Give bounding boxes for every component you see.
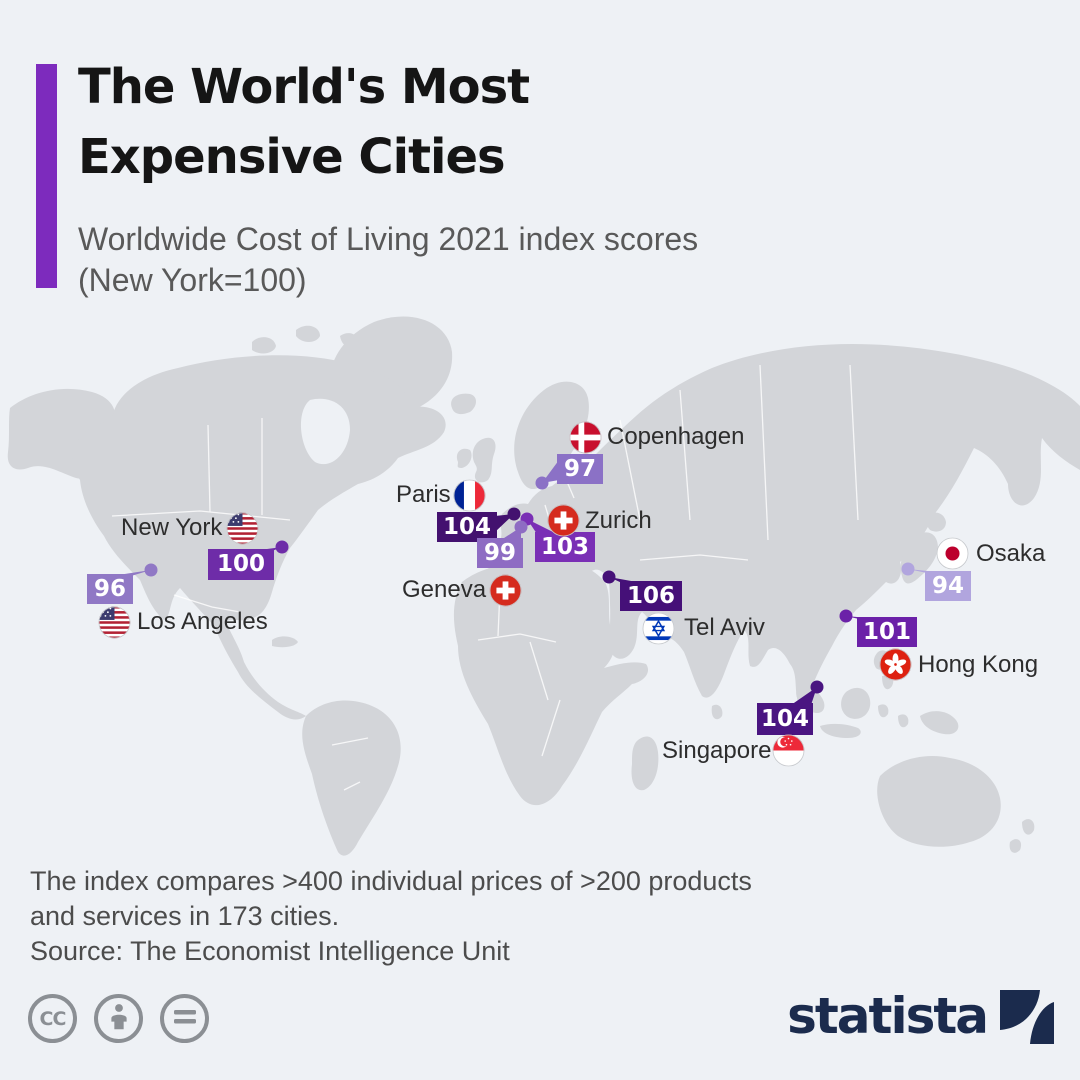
- city-dot-copenhagen: [535, 476, 549, 490]
- city-dot-hong-kong: [839, 609, 853, 623]
- city-label-tel-aviv: Tel Aviv: [684, 614, 765, 641]
- score-badge-new-york: 100: [208, 549, 274, 580]
- title-line-1: The World's Most: [78, 59, 530, 115]
- score-badge-hong-kong: 101: [857, 617, 917, 647]
- us-flag-icon: [226, 512, 259, 545]
- subtitle-line-1: Worldwide Cost of Living 2021 index scor…: [78, 221, 699, 257]
- accent-bar: [36, 64, 57, 288]
- fr-flag-icon: [453, 479, 486, 512]
- city-label-geneva: Geneva: [402, 576, 487, 603]
- score-badge-paris: 104: [437, 512, 497, 542]
- score-badge-osaka: 94: [925, 571, 971, 601]
- attribution-icon-glyph: [108, 1003, 130, 1035]
- statista-wordmark: statista: [787, 987, 989, 1045]
- landmass-africa: [453, 562, 649, 806]
- landmass-north-america: [72, 355, 446, 720]
- city-dot-paris: [507, 507, 521, 521]
- page-subtitle: Worldwide Cost of Living 2021 index scor…: [78, 219, 698, 301]
- score-badge-singapore: 104: [757, 703, 813, 735]
- city-dot-tel-aviv: [602, 570, 616, 584]
- score-badge-copenhagen: 97: [557, 454, 603, 484]
- footer-note-line-1: The index compares >400 individual price…: [30, 866, 752, 896]
- statista-logo-icon: [1000, 990, 1054, 1044]
- statista-brand: statista: [787, 988, 1054, 1044]
- no-derivatives-icon-glyph: [173, 1008, 196, 1030]
- landmass-australia: [877, 756, 1001, 847]
- ch-flag-icon: [489, 574, 522, 607]
- city-dot-geneva: [514, 520, 528, 534]
- city-label-osaka: Osaka: [976, 540, 1046, 567]
- landmass-south-america: [302, 700, 401, 856]
- badge-tail-paris: [495, 514, 514, 532]
- city-label-zurich: Zurich: [585, 507, 652, 534]
- ch-flag-icon: [547, 504, 580, 537]
- il-flag-icon: [642, 612, 675, 645]
- license-icons-row: CC: [28, 994, 209, 1043]
- score-badge-geneva: 99: [477, 538, 523, 568]
- jp-flag-icon: [936, 537, 969, 570]
- attribution-icon: [94, 994, 143, 1043]
- badge-tail-singapore: [791, 687, 817, 705]
- title-line-2: Expensive Cities: [78, 129, 506, 185]
- city-label-los-angeles: Los Angeles: [137, 608, 268, 635]
- no-derivatives-icon: [160, 994, 209, 1043]
- city-label-singapore: Singapore: [662, 737, 772, 764]
- city-dot-singapore: [810, 680, 824, 694]
- city-marker-layer: [111, 460, 947, 705]
- sg-flag-icon: [772, 734, 805, 767]
- score-badge-tel-aviv: 106: [620, 581, 682, 611]
- hk-flag-icon: [879, 648, 912, 681]
- city-label-hong-kong: Hong Kong: [918, 651, 1039, 678]
- dk-flag-icon: [569, 421, 602, 454]
- city-label-copenhagen: Copenhagen: [607, 423, 745, 450]
- footer-note-line-2: and services in 173 cities.: [30, 901, 340, 931]
- landmass-madagascar: [631, 736, 659, 791]
- city-label-paris: Paris: [396, 481, 451, 508]
- landmasses: [7, 316, 1080, 856]
- score-badge-zurich: 103: [535, 532, 595, 562]
- landmass-scandinavia: [514, 381, 589, 490]
- score-badge-los-angeles: 96: [87, 574, 133, 604]
- cc-icon-glyph: CC: [39, 1007, 67, 1030]
- badge-tail-zurich: [527, 519, 557, 534]
- badge-tail-copenhagen: [542, 460, 559, 483]
- footer-note: The index compares >400 individual price…: [30, 864, 752, 934]
- landmass-eurasia: [481, 344, 1080, 704]
- hudson-bay: [300, 398, 350, 465]
- cc-icon: CC: [28, 994, 77, 1043]
- country-borders: [111, 364, 859, 791]
- page-title: The World's Most Expensive Cities: [78, 52, 530, 192]
- subtitle-line-2: (New York=100): [78, 262, 307, 298]
- city-label-new-york: New York: [121, 514, 223, 541]
- footer-source: Source: The Economist Intelligence Unit: [30, 936, 510, 966]
- city-dot-new-york: [275, 540, 289, 554]
- city-dot-osaka: [901, 562, 915, 576]
- city-dot-los-angeles: [144, 563, 158, 577]
- us-flag-icon: [98, 606, 131, 639]
